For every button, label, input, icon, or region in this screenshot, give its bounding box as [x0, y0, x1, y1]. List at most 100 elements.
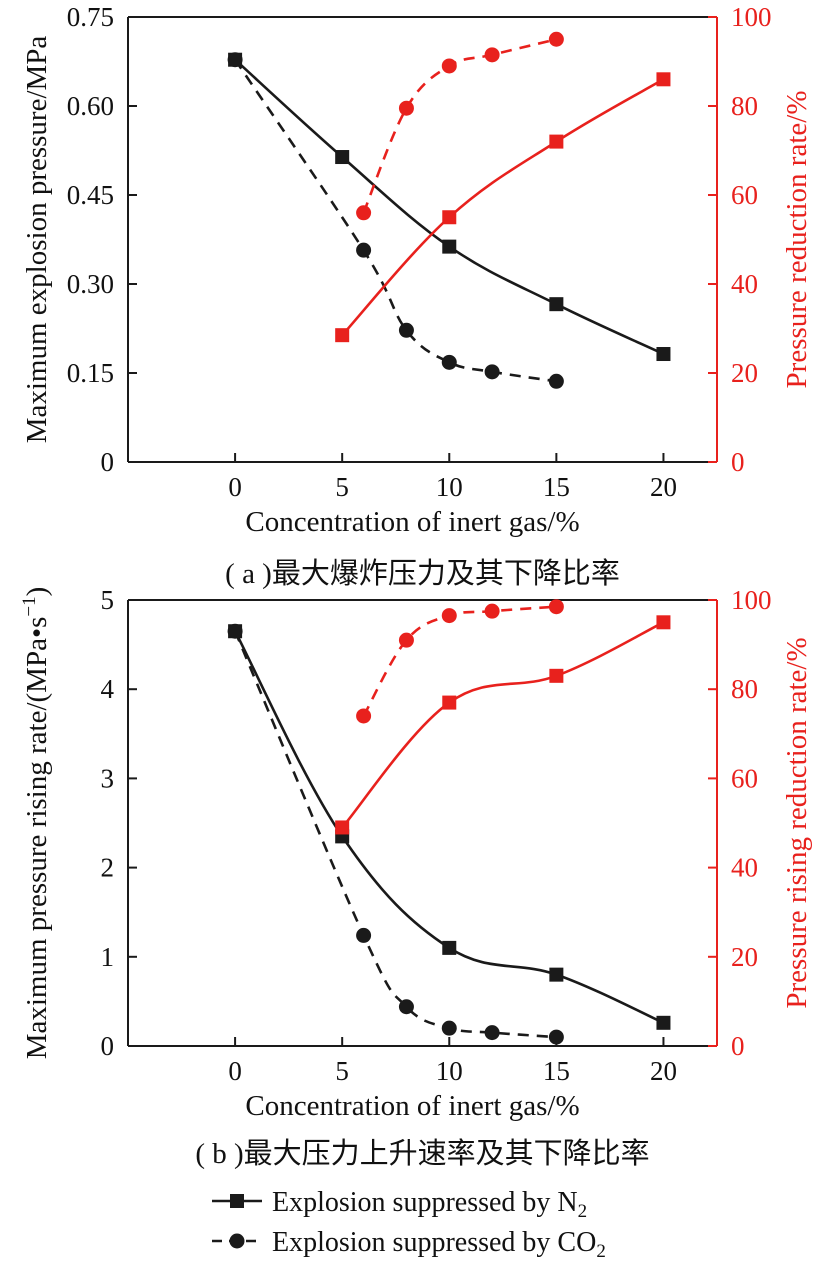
- point-a-right-n2-1: [442, 210, 457, 225]
- x-tick-label-a-0: 0: [228, 472, 242, 502]
- point-b-right-n2-3: [656, 615, 671, 630]
- legend-n2-text: Explosion suppressed by N: [272, 1187, 578, 1218]
- point-b-right-co2-2: [441, 608, 457, 624]
- series-line-b-right-n2: [341, 621, 665, 829]
- caption-b: ( b )最大压力上升速率及其下降比率: [195, 1137, 649, 1170]
- y-left-axis-label-main-a: Maximum explosion pressure/MPa: [21, 36, 53, 444]
- y-left-tick-label-a-0: 0: [101, 447, 115, 477]
- point-b-right-co2-0: [356, 708, 372, 724]
- chart-b: 0 5 10 15 20 0 1 2 3 4 5 0 20 40 60 80 100 Concentration …: [19, 585, 813, 1170]
- point-b-right-co2-4: [548, 599, 564, 615]
- point-a-right-co2-3: [484, 47, 500, 63]
- point-b-right-n2-1: [442, 695, 457, 710]
- point-b-left-n2-4: [656, 1015, 671, 1030]
- point-a-left-co2-2: [398, 322, 414, 338]
- point-a-left-co2-5: [548, 373, 564, 389]
- point-b-left-co2-5: [548, 1029, 564, 1045]
- x-axis-label-b: Concentration of inert gas/%: [245, 1090, 579, 1122]
- y-right-tick-label-b-4: 80: [731, 674, 758, 704]
- point-a-left-co2-3: [441, 354, 457, 370]
- x-tick-label-b-1: 5: [335, 1056, 349, 1086]
- x-tick-label-b-3: 15: [543, 1056, 570, 1086]
- point-a-right-n2-2: [549, 134, 564, 149]
- series-line-b-right-co2: [362, 605, 557, 717]
- x-tick-label-b-2: 10: [436, 1056, 463, 1086]
- y-left-tick-label-a-3: 0.45: [67, 180, 114, 210]
- point-b-right-n2-0: [335, 820, 350, 835]
- point-b-left-co2-3: [441, 1020, 457, 1036]
- point-a-left-n2-2: [442, 239, 457, 254]
- point-a-right-co2-0: [356, 205, 372, 221]
- legend-n2-subscript: 2: [578, 1201, 588, 1222]
- point-b-left-co2-2: [398, 999, 414, 1015]
- y-right-tick-label-b-3: 60: [731, 763, 758, 793]
- point-a-left-co2-1: [356, 242, 372, 258]
- y-right-tick-label-a-1: 20: [731, 358, 758, 388]
- y-right-axis-label-b: Pressure rising reduction rate/%: [781, 637, 813, 1008]
- y-left-tick-label-b-2: 2: [101, 853, 115, 883]
- y-left-tick-label-a-1: 0.15: [67, 358, 114, 388]
- point-a-left-n2-3: [549, 297, 564, 312]
- legend: Explosion suppressed by N2 Explosion sup…: [212, 1187, 606, 1262]
- y-left-axis-label-sup-b: −1: [19, 596, 40, 616]
- caption-a: ( a )最大爆炸压力及其下降比率: [225, 557, 620, 590]
- y-left-axis-label-main-b: Maximum pressure rising rate/(MPa•s: [21, 617, 53, 1060]
- x-tick-label-b-4: 20: [650, 1056, 677, 1086]
- y-left-tick-label-a-5: 0.75: [67, 2, 114, 32]
- legend-co2-text: Explosion suppressed by CO: [272, 1227, 596, 1258]
- legend-n2-label: Explosion suppressed by N2: [272, 1187, 587, 1222]
- y-right-tick-label-b-2: 40: [731, 853, 758, 883]
- point-b-right-n2-2: [549, 668, 564, 683]
- point-a-right-co2-4: [548, 31, 564, 47]
- y-left-axis-label-a: Maximum explosion pressure/MPa: [21, 36, 53, 444]
- y-right-tick-label-a-4: 80: [731, 91, 758, 121]
- x-tick-label-a-1: 5: [335, 472, 349, 502]
- y-left-tick-label-a-4: 0.60: [67, 91, 114, 121]
- series-line-a-left-n2: [234, 58, 665, 356]
- y-right-tick-label-a-0: 0: [731, 447, 745, 477]
- y-left-tick-label-b-5: 5: [101, 585, 115, 615]
- x-tick-label-a-4: 20: [650, 472, 677, 502]
- y-right-tick-label-a-3: 60: [731, 180, 758, 210]
- point-b-left-n2-2: [442, 940, 457, 955]
- point-b-right-co2-3: [484, 603, 500, 619]
- legend-co2-label: Explosion suppressed by CO2: [272, 1227, 606, 1262]
- point-a-left-co2-0: [227, 52, 243, 68]
- y-left-tick-label-b-4: 4: [101, 674, 115, 704]
- point-a-right-co2-2: [441, 58, 457, 74]
- y-right-tick-label-b-0: 0: [731, 1031, 745, 1061]
- series-line-b-left-co2: [233, 630, 557, 1039]
- legend-n2-marker: [230, 1194, 244, 1208]
- point-a-right-n2-0: [335, 328, 350, 343]
- y-right-tick-label-a-2: 40: [731, 269, 758, 299]
- x-tick-label-b-0: 0: [228, 1056, 242, 1086]
- y-left-axis-label-end-b: ): [21, 587, 53, 597]
- point-a-left-co2-4: [484, 364, 500, 380]
- y-left-tick-label-b-0: 0: [101, 1031, 115, 1061]
- y-left-tick-label-a-2: 0.30: [67, 269, 114, 299]
- series-line-b-left-n2: [233, 630, 665, 1024]
- point-b-left-n2-3: [549, 967, 564, 982]
- chart-a: 0 5 10 15 20 0 0.15 0.30 0.45 0.60 0.75 0 20 40 60 80 10…: [21, 2, 813, 590]
- y-left-axis-label-b: Maximum pressure rising rate/(MPa•s−1): [19, 587, 53, 1060]
- y-right-axis-label-a: Pressure reduction rate/%: [781, 91, 813, 389]
- y-right-tick-label-b-1: 20: [731, 942, 758, 972]
- point-b-left-co2-0: [227, 623, 243, 639]
- legend-co2-marker: [229, 1233, 245, 1249]
- point-b-left-co2-4: [484, 1025, 500, 1041]
- point-a-left-n2-4: [656, 347, 671, 362]
- y-right-tick-label-a-5: 100: [731, 2, 772, 32]
- legend-co2-subscript: 2: [596, 1241, 606, 1262]
- point-a-right-n2-3: [656, 72, 671, 87]
- x-tick-label-a-3: 15: [543, 472, 570, 502]
- y-left-tick-label-b-3: 3: [101, 763, 115, 793]
- series-line-a-right-n2: [341, 78, 665, 337]
- x-tick-label-a-2: 10: [436, 472, 463, 502]
- y-right-tick-label-b-5: 100: [731, 585, 772, 615]
- series-line-a-left-co2: [234, 58, 557, 383]
- point-a-left-n2-1: [335, 150, 350, 165]
- series-line-a-right-co2: [362, 38, 557, 214]
- x-axis-label-a: Concentration of inert gas/%: [245, 506, 579, 538]
- point-a-right-co2-1: [398, 100, 414, 116]
